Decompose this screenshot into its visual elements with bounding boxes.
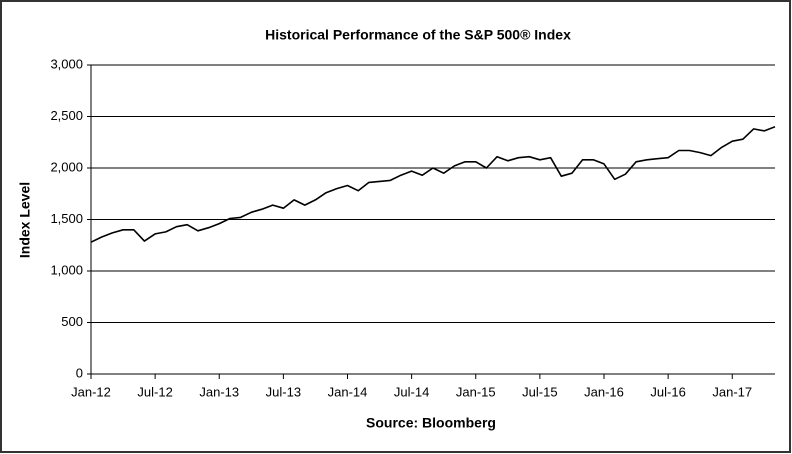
- y-tick-label: 0: [76, 365, 83, 380]
- x-tick-label: Jul-13: [266, 384, 301, 399]
- x-tick-label: Jul-15: [522, 384, 557, 399]
- y-axis-label: Index Level: [17, 182, 33, 258]
- y-tick-label: 1,500: [50, 211, 83, 226]
- x-tick-label: Jan-13: [199, 384, 239, 399]
- x-tick-label: Jul-12: [137, 384, 172, 399]
- x-tick-label: Jul-16: [650, 384, 685, 399]
- chart-title: Historical Performance of the S&P 500® I…: [265, 27, 571, 43]
- y-tick-label: 2,500: [50, 108, 83, 123]
- x-axis-label: Source: Bloomberg: [366, 415, 496, 431]
- line-series: [90, 126, 776, 243]
- x-tick-label: Jan-17: [712, 384, 752, 399]
- y-tick-label: 1,000: [50, 262, 83, 277]
- x-tick-label: Jan-16: [584, 384, 624, 399]
- y-tick-label: 2,000: [50, 159, 83, 174]
- x-tick-label: Jan-12: [71, 384, 111, 399]
- y-tick-label: 3,000: [50, 56, 83, 71]
- x-tick-label: Jan-15: [456, 384, 496, 399]
- x-tick-label: Jul-14: [394, 384, 429, 399]
- x-tick-label: Jan-14: [328, 384, 368, 399]
- y-tick-label: 500: [61, 314, 83, 329]
